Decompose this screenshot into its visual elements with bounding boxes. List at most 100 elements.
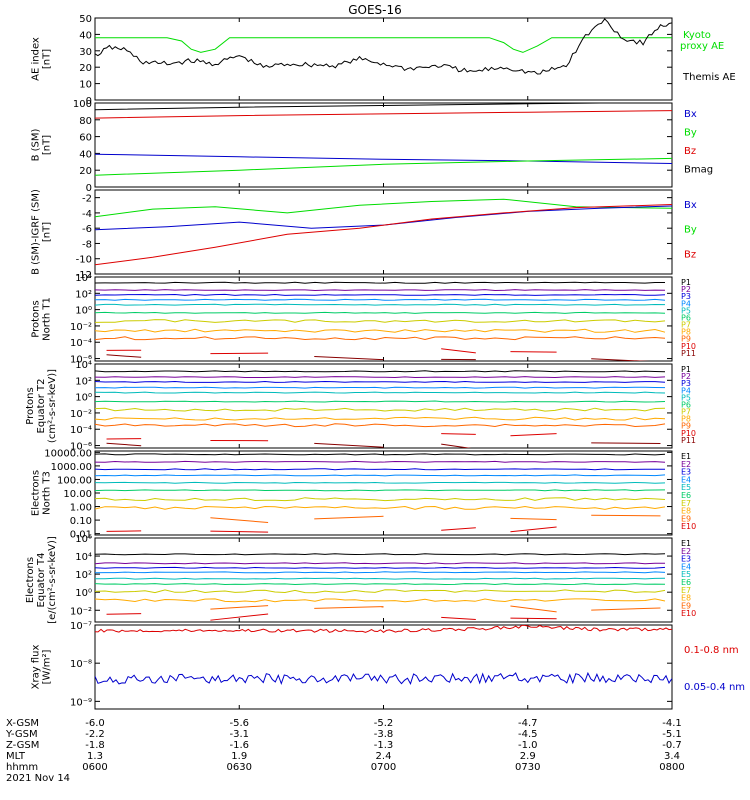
channel-label-e5: E5 <box>681 483 691 492</box>
y-tick-label: 80 <box>79 116 92 127</box>
ephemeris-value: 0600 <box>82 762 107 773</box>
channel-label-e1: E1 <box>681 539 691 548</box>
channel-line-p6 <box>95 400 666 403</box>
channel-label-e2: E2 <box>681 460 691 469</box>
channel-label-p9: P9 <box>681 422 691 431</box>
ephemeris-value: -1.0 <box>518 740 538 751</box>
channel-label-p5: P5 <box>681 306 691 315</box>
series-group <box>95 18 672 75</box>
channel-line-e8 <box>95 598 666 603</box>
y-tick-label: -4 <box>82 209 92 220</box>
y-tick-label: 10⁻⁸ <box>70 659 92 670</box>
channel-label-p6: P6 <box>681 313 691 322</box>
ephemeris-value: -4.5 <box>518 729 538 740</box>
channel-line-e8 <box>95 505 666 510</box>
channel-segment-e9 <box>510 605 557 613</box>
y-axis-label: [nT] <box>42 49 53 69</box>
panel-enorth: 10000.00 1000.00 100.00 10.00 1.00 0.10 0.01 El… <box>31 448 697 540</box>
y-axis-label: [e/(cm²-s-sr-keV)] <box>47 536 58 624</box>
channel-segment-p10 <box>210 352 269 355</box>
channel-label-e7: E7 <box>681 586 691 595</box>
channel-line-e2 <box>95 460 666 463</box>
panel-pnorth: 10⁴ 10² 10⁰ 10⁻² 10⁻⁴ 10⁻⁶ Protons North T1 P1P2… <box>31 273 697 366</box>
y-tick-label: 10 <box>79 80 92 91</box>
ephemeris-value: 0730 <box>515 762 540 773</box>
legend-proxy-ae: proxy AE <box>680 41 724 52</box>
channel-segment-e9 <box>510 517 557 521</box>
panel-eequator: 10⁶ 10⁴ 10² 10⁰ 10⁻² Electrons Equator T4 [e/(c… <box>25 534 696 624</box>
ephemeris-value: -4.7 <box>518 718 538 729</box>
y-tick-label: -6 <box>82 224 92 235</box>
y-axis-label: [nT] <box>42 222 53 242</box>
ephemeris-row-label: X-GSM <box>6 718 39 729</box>
ephemeris-row-label: hhmm <box>6 762 38 773</box>
channel-label-e4: E4 <box>681 562 691 571</box>
channel-label-p7: P7 <box>681 408 691 417</box>
legend-by: By <box>684 128 697 139</box>
y-tick-label: 10² <box>75 376 92 387</box>
y-tick-label: 10⁻⁷ <box>70 621 92 632</box>
y-tick-label: 10² <box>75 570 92 581</box>
ephemeris-value: -6.0 <box>85 718 105 729</box>
series-line-themis-ae <box>95 18 672 75</box>
y-tick-label: 60 <box>79 133 92 144</box>
panel-frame <box>94 17 673 101</box>
ephemeris-value: 1.3 <box>87 751 103 762</box>
y-tick-label: 0 <box>86 183 92 194</box>
y-tick-label: 10⁶ <box>75 534 92 545</box>
channel-line-p9 <box>95 423 666 428</box>
y-tick-label: 10⁴ <box>75 273 92 284</box>
channel-label-p6: P6 <box>681 400 691 409</box>
ephemeris-value: 2.4 <box>376 751 392 762</box>
channel-segment-e10 <box>210 613 269 621</box>
channel-segment-e9 <box>210 517 269 523</box>
ephemeris-value: 0700 <box>371 762 396 773</box>
y-tick-label: 10² <box>75 289 92 300</box>
channel-line-p7 <box>95 319 666 323</box>
legend-bx: Bx <box>684 200 697 211</box>
channel-line-p3 <box>95 380 666 383</box>
channel-segment-e10 <box>441 527 476 531</box>
panel-pequator: 10⁴ 10² 10⁰ 10⁻² 10⁻⁴ 10⁻⁶ Protons Equator T2 (c… <box>25 360 696 453</box>
channel-line-e2 <box>95 562 665 565</box>
y-axis-label: North T3 <box>42 471 53 515</box>
channel-line-p1 <box>95 370 666 373</box>
ephemeris-value: -3.8 <box>374 729 394 740</box>
series-line-bx <box>95 153 672 164</box>
y-tick-label: 10⁰ <box>75 393 92 404</box>
channel-label-e9: E9 <box>681 601 691 610</box>
channel-label-e7: E7 <box>681 499 691 508</box>
channel-segment-e9 <box>314 606 384 609</box>
y-tick-label: 100.00 <box>57 475 92 486</box>
channel-line-e7 <box>95 589 666 594</box>
y-axis-label: [nT] <box>42 135 53 155</box>
channel-segment-p11 <box>441 443 472 448</box>
y-axis-label: AE index <box>31 37 42 81</box>
channel-label-p11: P11 <box>681 436 696 445</box>
channel-segment-e9 <box>591 607 661 611</box>
channel-label-p10: P10 <box>681 342 696 351</box>
series-line-kyoto-proxy-ae <box>95 37 672 53</box>
channel-segment-p11 <box>314 442 384 448</box>
channel-segment-e9 <box>210 605 269 610</box>
y-tick-label: 100 <box>73 99 92 110</box>
legend-themis-ae: Themis AE <box>682 72 736 83</box>
channel-segment-e10 <box>106 530 142 532</box>
y-tick-label: 10⁻⁶ <box>70 442 92 453</box>
panel-bdiff: -12 -10 -8 -6 -4 -2 B (SM)-IGRF (SM) [nT] Bx By Bz <box>31 189 697 281</box>
series-group <box>95 553 666 621</box>
series-line-by <box>95 198 672 218</box>
panel-frame <box>94 102 673 188</box>
y-axis-label: Xray flux <box>31 645 42 690</box>
y-axis-label: Equator T2 <box>36 379 47 434</box>
channel-label-p9: P9 <box>681 335 691 344</box>
series-group <box>95 198 672 266</box>
legend-kyoto: Kyoto <box>683 30 711 41</box>
ephemeris-row-label: Y-GSM <box>5 729 38 740</box>
y-tick-label: 10⁻⁴ <box>70 338 92 349</box>
y-tick-label: 10⁰ <box>75 306 92 317</box>
y-tick-label: 0 <box>86 96 92 107</box>
panel-xray: 10⁻⁷ 10⁻⁸ 10⁻⁹ Xray flux [W/m²] 0.1-0.8 nm 0.0… <box>31 621 745 710</box>
channel-segment-e10 <box>106 613 142 615</box>
